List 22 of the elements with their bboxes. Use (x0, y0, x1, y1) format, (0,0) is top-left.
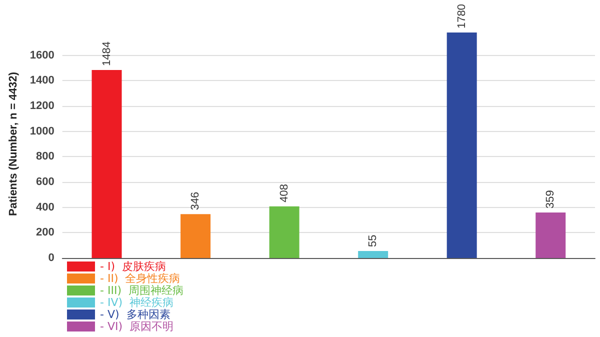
legend-label: - V) 多种因素 (100, 308, 170, 321)
data-label: 346 (190, 192, 202, 210)
y-tick-label: 400 (36, 201, 54, 214)
y-tick-label: 1200 (30, 100, 54, 112)
data-label: 1484 (100, 42, 113, 66)
y-tick-label: 1000 (30, 125, 54, 138)
y-tick-label: 200 (36, 226, 54, 239)
legend-label: - I) 皮肤疾病 (100, 260, 166, 273)
y-tick-label: 800 (36, 150, 54, 163)
y-tick-label: 1400 (30, 74, 54, 87)
y-tick-label: 0 (48, 252, 54, 264)
legend-label: - II) 全身性疾病 (100, 272, 180, 285)
data-label: 55 (367, 234, 380, 248)
data-label: 1780 (456, 4, 468, 29)
data-label: 359 (544, 190, 557, 209)
data-label: 408 (278, 184, 290, 202)
y-tick-label: 1600 (30, 49, 54, 62)
y-tick-label: 600 (36, 176, 54, 188)
legend-label: - VI) 原因不明 (100, 320, 174, 333)
legend-label: - IV) 神经疾病 (100, 296, 174, 309)
y-axis-title: Patients (Number, n = 4432) (8, 72, 20, 216)
legend-label: - III) 周围神经病 (100, 284, 184, 297)
